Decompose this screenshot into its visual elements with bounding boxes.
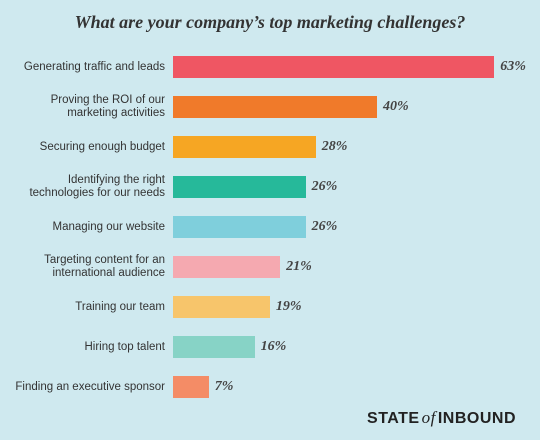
bar	[173, 176, 306, 198]
value-label: 7%	[214, 379, 234, 394]
value-label: 26%	[311, 179, 338, 194]
brand-text: of	[421, 408, 436, 427]
value-label: 28%	[321, 139, 348, 154]
brand-text: STATE	[367, 410, 420, 427]
category-label: Proving the ROI of our marketing activit…	[50, 94, 165, 119]
bar	[173, 136, 316, 158]
category-label: Identifying the right technologies for o…	[29, 174, 165, 199]
value-label: 40%	[383, 99, 409, 114]
value-label: 16%	[260, 339, 287, 354]
brand: STATE of INBOUND	[367, 408, 516, 428]
category-label: Finding an executive sponsor	[15, 380, 165, 393]
category-label: Generating traffic and leads	[23, 60, 165, 73]
bar	[173, 256, 281, 278]
bar	[173, 376, 209, 398]
value-label: 63%	[500, 59, 526, 74]
value-label: 21%	[286, 259, 312, 274]
chart-title: What are your company’s top marketing ch…	[74, 12, 466, 32]
value-label: 19%	[275, 299, 302, 314]
category-label: Targeting content for an international a…	[44, 254, 165, 279]
bar	[173, 336, 255, 358]
bar	[173, 96, 377, 118]
category-label: Managing our website	[52, 220, 165, 233]
category-label: Training our team	[75, 300, 165, 313]
brand-text: INBOUND	[437, 410, 516, 427]
category-label: Hiring top talent	[84, 340, 165, 353]
bar	[173, 296, 270, 318]
bar	[173, 56, 495, 78]
value-label: 26%	[311, 219, 338, 234]
bar	[173, 216, 306, 238]
category-label: Securing enough budget	[39, 140, 165, 153]
